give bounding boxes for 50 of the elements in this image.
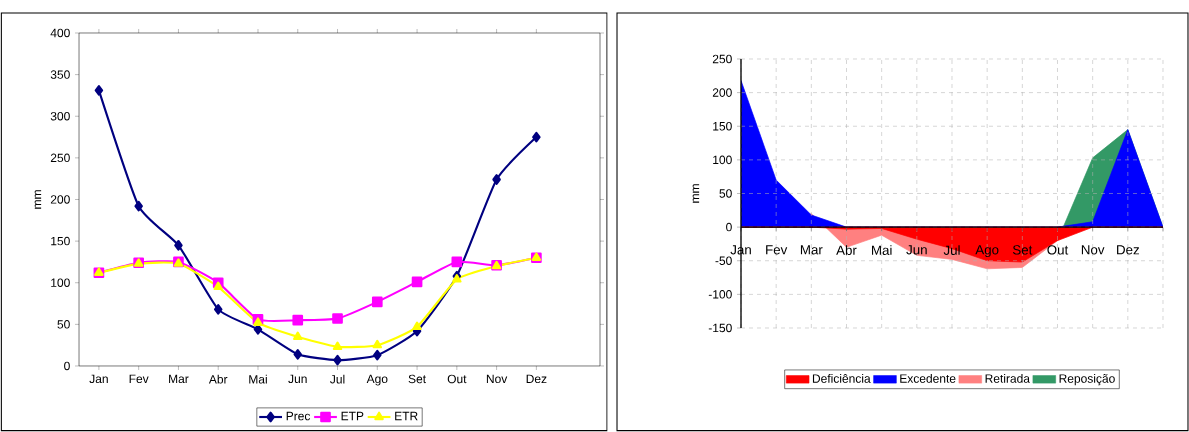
y-tick-label: 0: [64, 361, 70, 371]
y-tick-label: 150: [713, 121, 732, 131]
y-tick-label: -100: [708, 290, 732, 299]
y-tick-label: -150: [708, 323, 732, 333]
x-tick-label: Mai: [249, 374, 267, 384]
legend-label: Reposição: [1059, 373, 1115, 386]
y-tick-label: 400: [50, 28, 70, 38]
x-tick-label: Fev: [129, 374, 149, 384]
x-tick-label: Ago: [366, 374, 388, 386]
x-tick-label: Jan: [89, 374, 108, 384]
y-axis-title: mm: [692, 184, 700, 203]
x-tick-label: Ago: [975, 245, 999, 258]
x-tick-label: Out: [447, 374, 467, 384]
y-axis-title: mm: [34, 190, 42, 209]
legend-label: ETR: [395, 411, 418, 421]
x-tick-label: Abr: [836, 245, 857, 255]
legend-label: Excedente: [900, 373, 956, 383]
y-tick-label: 200: [712, 88, 732, 97]
y-tick-label: -50: [715, 256, 732, 265]
x-tick-label: Jul: [330, 374, 345, 384]
x-tick-label: Dez: [526, 374, 547, 384]
x-tick-label: Jul: [943, 245, 960, 255]
y-tick-label: 0: [726, 222, 732, 232]
x-tick-label: Dez: [1117, 245, 1140, 255]
y-tick-label: 100: [51, 278, 70, 287]
x-tick-label: Fev: [766, 245, 788, 255]
legend-label: Deficiência: [812, 373, 871, 383]
x-tick-label: Mar: [800, 245, 823, 255]
y-tick-label: 50: [57, 320, 70, 329]
x-tick-label: Mai: [872, 245, 892, 255]
x-tick-label: Nov: [486, 374, 508, 384]
y-tick-label: 300: [50, 111, 70, 121]
x-tick-label: Set: [408, 374, 426, 384]
y-tick-label: 150: [51, 236, 70, 246]
y-tick-label: 250: [50, 153, 70, 163]
legend-label: Prec: [286, 411, 311, 421]
legend-label: ETP: [341, 411, 364, 421]
y-tick-label: 350: [50, 70, 70, 79]
x-tick-label: Abr: [208, 374, 228, 384]
y-tick-label: 100: [713, 155, 732, 165]
x-tick-label: Set: [1012, 245, 1033, 255]
legend-label: Retirada: [985, 373, 1030, 383]
y-tick-label: 200: [50, 195, 70, 204]
y-tick-label: 50: [719, 189, 732, 198]
x-tick-label: Mar: [169, 374, 189, 384]
x-tick-label: Jun: [906, 245, 927, 255]
x-tick-label: Out: [1047, 245, 1069, 255]
y-tick-label: 250: [712, 54, 732, 64]
x-tick-label: Jun: [288, 374, 307, 384]
x-tick-label: Nov: [1081, 245, 1105, 255]
